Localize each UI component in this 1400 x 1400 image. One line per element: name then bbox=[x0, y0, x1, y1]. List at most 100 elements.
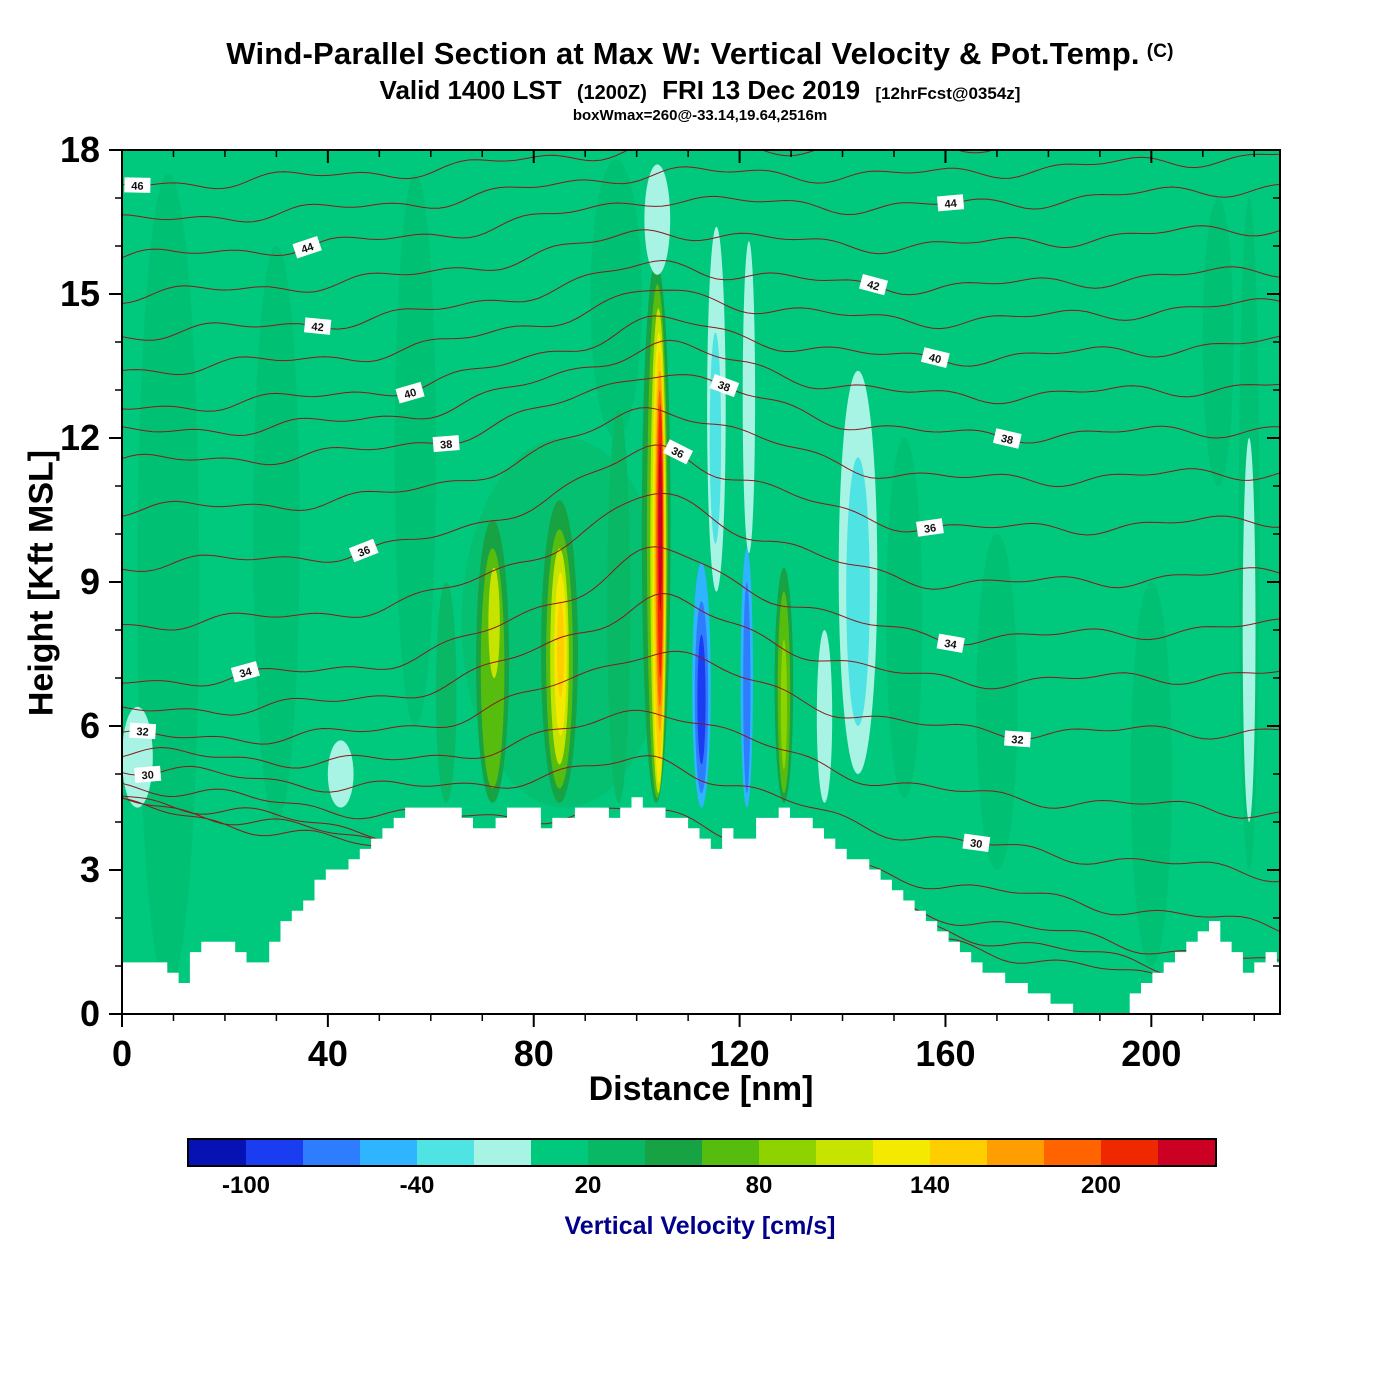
theta-contour-31 bbox=[122, 709, 1280, 819]
valid-date: FRI 13 Dec 2019 bbox=[662, 75, 861, 105]
theta-contour-43 bbox=[122, 225, 1280, 304]
title-unit: (C) bbox=[1146, 41, 1174, 62]
theta-label-38: 38 bbox=[432, 435, 460, 453]
updraft-b-core2 bbox=[556, 601, 565, 698]
colorbar-tick-label: 80 bbox=[745, 1172, 773, 1199]
theta-contour-37 bbox=[122, 407, 1280, 517]
x-tick-label: 80 bbox=[514, 1033, 554, 1074]
x-tick-label: 160 bbox=[915, 1033, 975, 1074]
svg-text:38: 38 bbox=[440, 439, 453, 452]
svg-text:34: 34 bbox=[238, 666, 254, 681]
theta-contour-45 bbox=[122, 153, 1280, 223]
x-tick-label: 0 bbox=[112, 1033, 132, 1074]
svg-text:30: 30 bbox=[141, 769, 154, 782]
colorbar-segment bbox=[303, 1140, 360, 1165]
colorbar-segment bbox=[246, 1140, 303, 1165]
downdraft-core bbox=[697, 634, 706, 765]
tint-col-170 bbox=[976, 534, 1018, 870]
colorbar-segment bbox=[930, 1140, 987, 1165]
y-tick-label: 3 bbox=[80, 849, 100, 890]
svg-text:42: 42 bbox=[311, 321, 324, 334]
sink-left-edge bbox=[122, 706, 153, 808]
theta-label-42: 42 bbox=[303, 317, 332, 335]
max-w-annotation: boxWmax=260@-33.14,19.64,2516m bbox=[572, 107, 828, 124]
x-tick-label: 40 bbox=[308, 1033, 348, 1074]
svg-text:38: 38 bbox=[1000, 433, 1015, 447]
updraft-c-core bbox=[780, 639, 788, 770]
colorbar-tick-label: 200 bbox=[1080, 1172, 1122, 1199]
svg-text:36: 36 bbox=[356, 544, 372, 560]
colorbar-segment bbox=[189, 1140, 246, 1165]
theta-label-32: 32 bbox=[129, 722, 157, 740]
sink-115-inner bbox=[709, 332, 722, 544]
theta-label-32: 32 bbox=[1004, 730, 1032, 748]
colorbar-tick-label: -40 bbox=[399, 1172, 435, 1199]
theta-label-44: 44 bbox=[292, 236, 322, 259]
theta-label-40: 40 bbox=[395, 381, 425, 404]
colorbar-segment bbox=[759, 1140, 816, 1165]
svg-text:36: 36 bbox=[669, 445, 685, 461]
svg-text:40: 40 bbox=[928, 352, 943, 367]
theta-contour-41 bbox=[122, 289, 1280, 376]
x-tick-label: 120 bbox=[710, 1033, 770, 1074]
svg-text:34: 34 bbox=[943, 638, 958, 652]
sink-42 bbox=[327, 740, 354, 808]
colorbar-title: Vertical Velocity [cm/s] bbox=[564, 1212, 836, 1240]
colorbar bbox=[187, 1138, 1217, 1167]
sink-143-inner bbox=[846, 457, 870, 726]
tint-col-200 bbox=[1130, 582, 1172, 966]
valid-time-subtitle: Valid 1400 LST (1200Z) FRI 13 Dec 2019 [… bbox=[0, 75, 1400, 106]
colorbar-segment bbox=[360, 1140, 417, 1165]
theta-label-30: 30 bbox=[134, 765, 162, 783]
theta-contour-32 bbox=[122, 650, 1280, 745]
theta-label-34: 34 bbox=[230, 661, 260, 683]
tint-col-152 bbox=[886, 438, 923, 798]
theta-label-30: 30 bbox=[962, 833, 991, 852]
theta-label-46: 46 bbox=[124, 177, 151, 193]
colorbar-segment bbox=[417, 1140, 474, 1165]
y-tick-label: 18 bbox=[60, 129, 100, 170]
midgreen-63 bbox=[435, 582, 457, 803]
svg-text:46: 46 bbox=[131, 180, 143, 192]
theta-contour-38 bbox=[122, 374, 1280, 466]
colorbar-tick-label: 140 bbox=[909, 1172, 951, 1199]
svg-text:32: 32 bbox=[1011, 734, 1024, 747]
svg-text:40: 40 bbox=[403, 387, 418, 402]
sink-right-edge bbox=[1242, 438, 1256, 822]
theta-label-38: 38 bbox=[992, 428, 1022, 449]
theta-label-34: 34 bbox=[936, 633, 965, 653]
theta-contour-35 bbox=[122, 492, 1280, 631]
colorbar-segment bbox=[645, 1140, 702, 1165]
svg-text:42: 42 bbox=[866, 279, 881, 294]
main-updraft-max bbox=[658, 442, 663, 611]
tint-col-30 bbox=[253, 246, 300, 822]
colorbar-segment bbox=[588, 1140, 645, 1165]
updraft-a-core bbox=[488, 567, 500, 678]
tint-upper-213 bbox=[1202, 198, 1234, 486]
theta-label-42: 42 bbox=[859, 274, 889, 296]
title-text: Wind-Parallel Section at Max W: Vertical… bbox=[226, 36, 1140, 71]
svg-text:38: 38 bbox=[716, 379, 732, 395]
colorbar-segment bbox=[1044, 1140, 1101, 1165]
theta-contour-40 bbox=[122, 315, 1280, 412]
terrain-silhouette bbox=[122, 797, 1280, 1014]
theta-label-36: 36 bbox=[663, 439, 694, 465]
colorbar-tick-label: -100 bbox=[221, 1172, 271, 1199]
y-tick-label: 6 bbox=[80, 705, 100, 746]
theta-contour-39 bbox=[122, 339, 1280, 437]
y-tick-label: 9 bbox=[80, 561, 100, 602]
tint-left-column bbox=[137, 174, 200, 990]
page-title: Wind-Parallel Section at Max W: Vertical… bbox=[0, 36, 1400, 72]
theta-contour-34 bbox=[122, 546, 1280, 687]
colorbar-segment bbox=[474, 1140, 531, 1165]
theta-contour-46 bbox=[122, 150, 996, 190]
x-tick-label: 200 bbox=[1121, 1033, 1181, 1074]
svg-text:30: 30 bbox=[969, 838, 983, 852]
colorbar-segment bbox=[816, 1140, 873, 1165]
colorbar-labels: -100 -40 20 80 140 200 bbox=[187, 1172, 1217, 1204]
theta-label-38: 38 bbox=[709, 373, 740, 398]
colorbar-segment bbox=[531, 1140, 588, 1165]
theta-contours bbox=[122, 150, 1280, 1000]
